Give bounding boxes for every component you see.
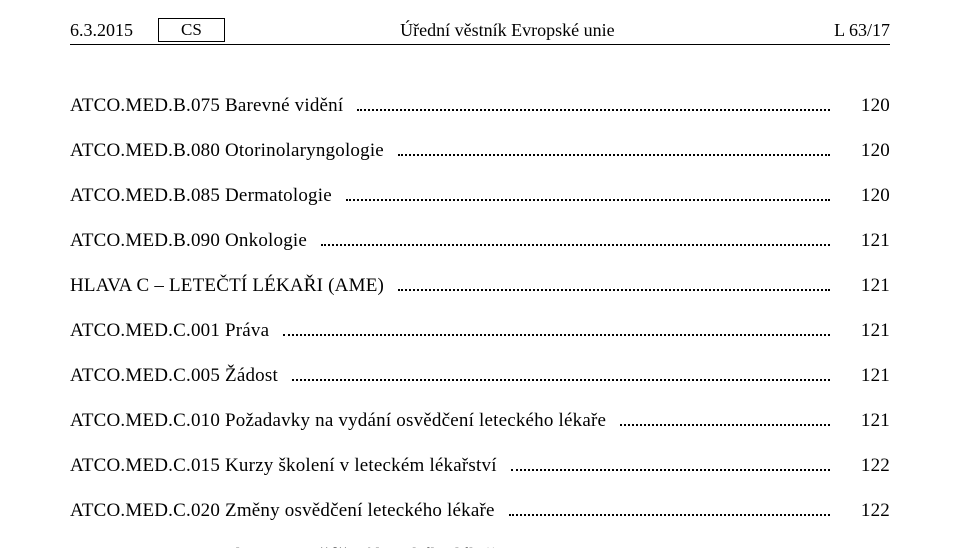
header-title: Úřední věstník Evropské unie bbox=[225, 20, 790, 41]
page: 6.3.2015 CS Úřední věstník Evropské unie… bbox=[0, 0, 960, 548]
toc-label: ATCO.MED.B.085 Dermatologie bbox=[70, 185, 332, 207]
toc-row: ATCO.MED.B.090 Onkologie 121 bbox=[70, 230, 890, 252]
toc-row: ATCO.MED.B.075 Barevné vidění 120 bbox=[70, 95, 890, 117]
toc-row: ATCO.MED.C.020 Změny osvědčení leteckého… bbox=[70, 500, 890, 522]
toc-dots bbox=[509, 506, 830, 516]
toc-dots bbox=[398, 281, 830, 291]
toc-dots bbox=[357, 101, 830, 111]
header-left: 6.3.2015 CS bbox=[70, 18, 225, 42]
toc-row: ATCO.MED.C.001 Práva 121 bbox=[70, 320, 890, 342]
toc-page: 120 bbox=[844, 140, 890, 162]
toc-label: ATCO.MED.B.075 Barevné vidění bbox=[70, 95, 343, 117]
toc-row: HLAVA C – LETEČTÍ LÉKAŘI (AME) 121 bbox=[70, 275, 890, 297]
header-pageref: L 63/17 bbox=[790, 20, 890, 41]
toc-dots bbox=[292, 371, 830, 381]
toc-dots bbox=[511, 461, 830, 471]
toc-label: ATCO.MED.B.090 Onkologie bbox=[70, 230, 307, 252]
toc-page: 121 bbox=[844, 365, 890, 387]
header-date: 6.3.2015 bbox=[70, 20, 133, 41]
toc-row: ATCO.MED.C.010 Požadavky na vydání osvěd… bbox=[70, 410, 890, 432]
toc-row: ATCO.MED.C.015 Kurzy školení v leteckém … bbox=[70, 455, 890, 477]
toc-dots bbox=[283, 326, 830, 336]
toc-label: ATCO.MED.C.020 Změny osvědčení leteckého… bbox=[70, 500, 495, 522]
toc-dots bbox=[321, 236, 830, 246]
toc-dots bbox=[346, 191, 830, 201]
toc-page: 121 bbox=[844, 320, 890, 342]
toc-label: ATCO.MED.C.005 Žádost bbox=[70, 365, 278, 387]
toc-dots bbox=[398, 146, 830, 156]
toc-label: ATCO.MED.C.010 Požadavky na vydání osvěd… bbox=[70, 410, 606, 432]
toc-row: ATCO.MED.B.085 Dermatologie 120 bbox=[70, 185, 890, 207]
table-of-contents: ATCO.MED.B.075 Barevné vidění120ATCO.MED… bbox=[70, 95, 890, 548]
toc-label: HLAVA C – LETEČTÍ LÉKAŘI (AME) bbox=[70, 275, 384, 297]
page-header: 6.3.2015 CS Úřední věstník Evropské unie… bbox=[70, 18, 890, 45]
toc-page: 122 bbox=[844, 455, 890, 477]
toc-page: 121 bbox=[844, 275, 890, 297]
toc-page: 121 bbox=[844, 230, 890, 252]
toc-page: 122 bbox=[844, 500, 890, 522]
toc-page: 120 bbox=[844, 185, 890, 207]
toc-row: ATCO.MED.B.080 Otorinolaryngologie 120 bbox=[70, 140, 890, 162]
toc-label: ATCO.MED.C.001 Práva bbox=[70, 320, 269, 342]
toc-page: 120 bbox=[844, 95, 890, 117]
toc-page: 121 bbox=[844, 410, 890, 432]
toc-row: ATCO.MED.C.005 Žádost 121 bbox=[70, 365, 890, 387]
toc-label: ATCO.MED.C.015 Kurzy školení v leteckém … bbox=[70, 455, 497, 477]
toc-dots bbox=[620, 416, 830, 426]
toc-label: ATCO.MED.B.080 Otorinolaryngologie bbox=[70, 140, 384, 162]
header-lang-box: CS bbox=[158, 18, 225, 42]
